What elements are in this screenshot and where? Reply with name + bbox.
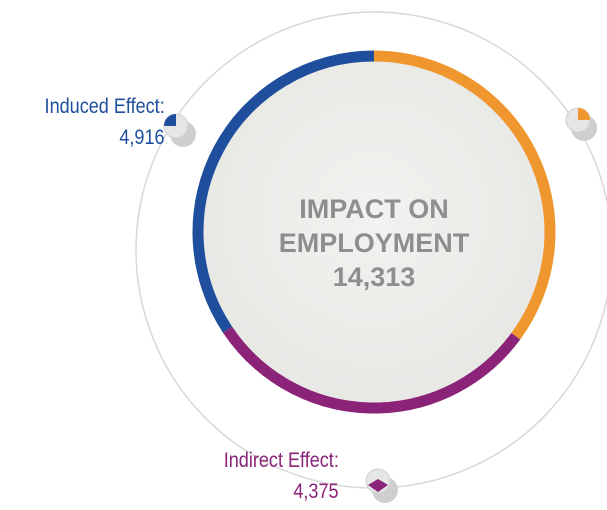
chart-title: IMPACT ON EMPLOYMENT (278, 194, 470, 258)
donut-segment (192, 50, 375, 333)
center-disc (198, 56, 550, 408)
icon (163, 107, 597, 503)
series-value: 4,375 (293, 480, 339, 503)
center-label: IMPACT ON EMPLOYMENT 14,313 (264, 192, 484, 294)
donut-segment (222, 326, 521, 414)
total: 14,313 (332, 262, 416, 292)
donut-segment (373, 50, 556, 340)
series-value: 4,916 (119, 126, 165, 149)
series-label: Induced Effect: (44, 95, 165, 118)
series-label: Indirect Effect: (223, 449, 339, 472)
